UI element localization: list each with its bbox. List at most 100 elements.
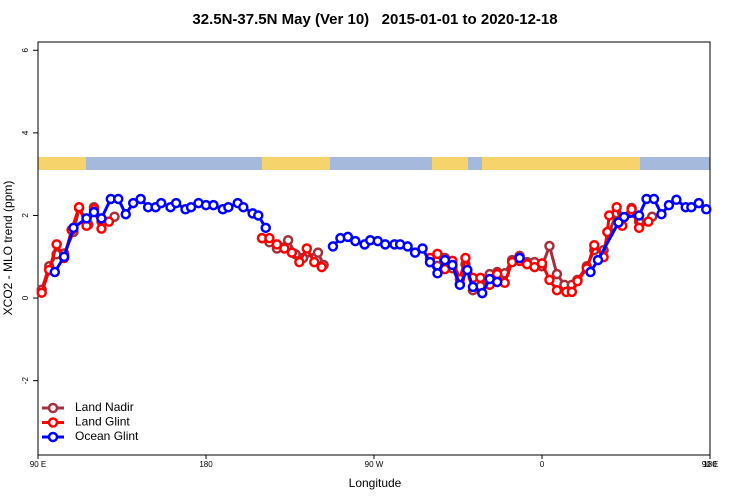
plot-frame: [37, 41, 711, 456]
legend-marker: [47, 417, 59, 428]
data-point: [294, 256, 305, 268]
data-point: [656, 208, 667, 220]
data-point: [551, 268, 563, 280]
data-point: [544, 240, 555, 252]
data-point: [127, 197, 139, 209]
y-tick-label: 4: [21, 130, 30, 135]
data-point: [379, 239, 391, 250]
data-point: [271, 239, 283, 250]
series: [36, 201, 658, 296]
data-point: [475, 272, 486, 284]
data-point: [462, 264, 473, 276]
legend-marker: [47, 402, 59, 414]
data-point: [81, 213, 92, 224]
data-point: [155, 197, 167, 209]
data-point: [566, 286, 578, 298]
data-point: [350, 235, 361, 247]
data-point: [701, 204, 712, 215]
data-point: [309, 256, 320, 268]
data-point: [572, 275, 583, 287]
data-point: [626, 204, 637, 215]
map-strip: [38, 157, 710, 170]
data-point: [477, 287, 488, 299]
data-point: [316, 261, 327, 273]
y-tick-label: -2: [21, 377, 30, 385]
data-point: [633, 210, 645, 221]
data-point: [648, 193, 660, 205]
data-point: [447, 259, 458, 271]
data-point: [96, 223, 107, 234]
data-point: [514, 252, 525, 264]
series-line: [40, 202, 650, 294]
data-point: [424, 256, 436, 268]
legend-label: Land Glint: [75, 415, 130, 429]
legend-marker: [47, 431, 59, 443]
data-point: [460, 252, 471, 264]
data-point: [96, 213, 107, 224]
data-point: [312, 247, 324, 258]
data-point: [693, 197, 705, 209]
data-point: [58, 251, 70, 263]
data-point: [633, 222, 645, 234]
data-point: [253, 210, 264, 221]
data-point: [432, 248, 443, 260]
data-point: [663, 199, 675, 211]
data-point: [439, 254, 451, 266]
chart-title: 32.5N-37.5N May (Ver 10) 2015-01-01 to 2…: [192, 11, 557, 28]
data-point: [491, 276, 503, 288]
data-point: [279, 243, 290, 254]
data-point: [113, 193, 124, 205]
data-point: [120, 208, 131, 220]
data-point: [301, 243, 313, 254]
data-point: [170, 197, 182, 209]
data-point: [36, 287, 47, 298]
y-tick-label: 6: [21, 47, 30, 52]
y-tick-label: 0: [21, 295, 30, 300]
y-axis-title: XCO2 - MLO trend (ppm): [1, 181, 15, 316]
data-point: [286, 247, 298, 258]
data-point: [208, 199, 219, 211]
x-tick-label: 0: [540, 460, 545, 469]
data-point: [417, 243, 428, 254]
data-point: [536, 258, 548, 269]
data-point: [589, 239, 600, 251]
data-point: [671, 194, 682, 206]
data-point: [185, 201, 197, 213]
data-point: [88, 206, 100, 218]
legend-label: Land Nadir: [75, 400, 134, 414]
x-tick-label: 90 E: [30, 460, 46, 469]
data-point: [282, 234, 294, 246]
data-point: [51, 239, 62, 250]
data-point: [603, 210, 615, 221]
x-tick-label: 90 E: [702, 460, 718, 469]
data-point: [260, 222, 271, 234]
data-point: [467, 281, 479, 293]
data-point: [409, 247, 421, 258]
data-point: [327, 241, 339, 252]
data-point: [68, 222, 79, 234]
data-point: [454, 279, 466, 291]
data-point: [592, 254, 604, 266]
data-point: [402, 241, 413, 252]
data-point: [49, 266, 61, 278]
legend-label: Ocean Glint: [75, 429, 139, 443]
data-point: [238, 201, 249, 213]
y-tick-label: 2: [21, 213, 30, 218]
data-point: [551, 284, 563, 296]
x-tick-label: 180: [199, 460, 213, 469]
data-point: [342, 231, 354, 243]
data-point: [432, 268, 443, 279]
x-axis-title: Longitude: [349, 476, 402, 490]
data-point: [602, 226, 613, 238]
x-tick-label: 90 W: [365, 460, 384, 469]
data-point: [264, 232, 275, 244]
data-point: [135, 193, 146, 205]
data-point: [73, 201, 85, 213]
data-point: [585, 266, 596, 278]
data-point: [611, 201, 622, 213]
data-point: [618, 211, 630, 223]
data-point: [544, 274, 555, 286]
data-point: [643, 216, 654, 227]
data-point: [686, 201, 697, 213]
